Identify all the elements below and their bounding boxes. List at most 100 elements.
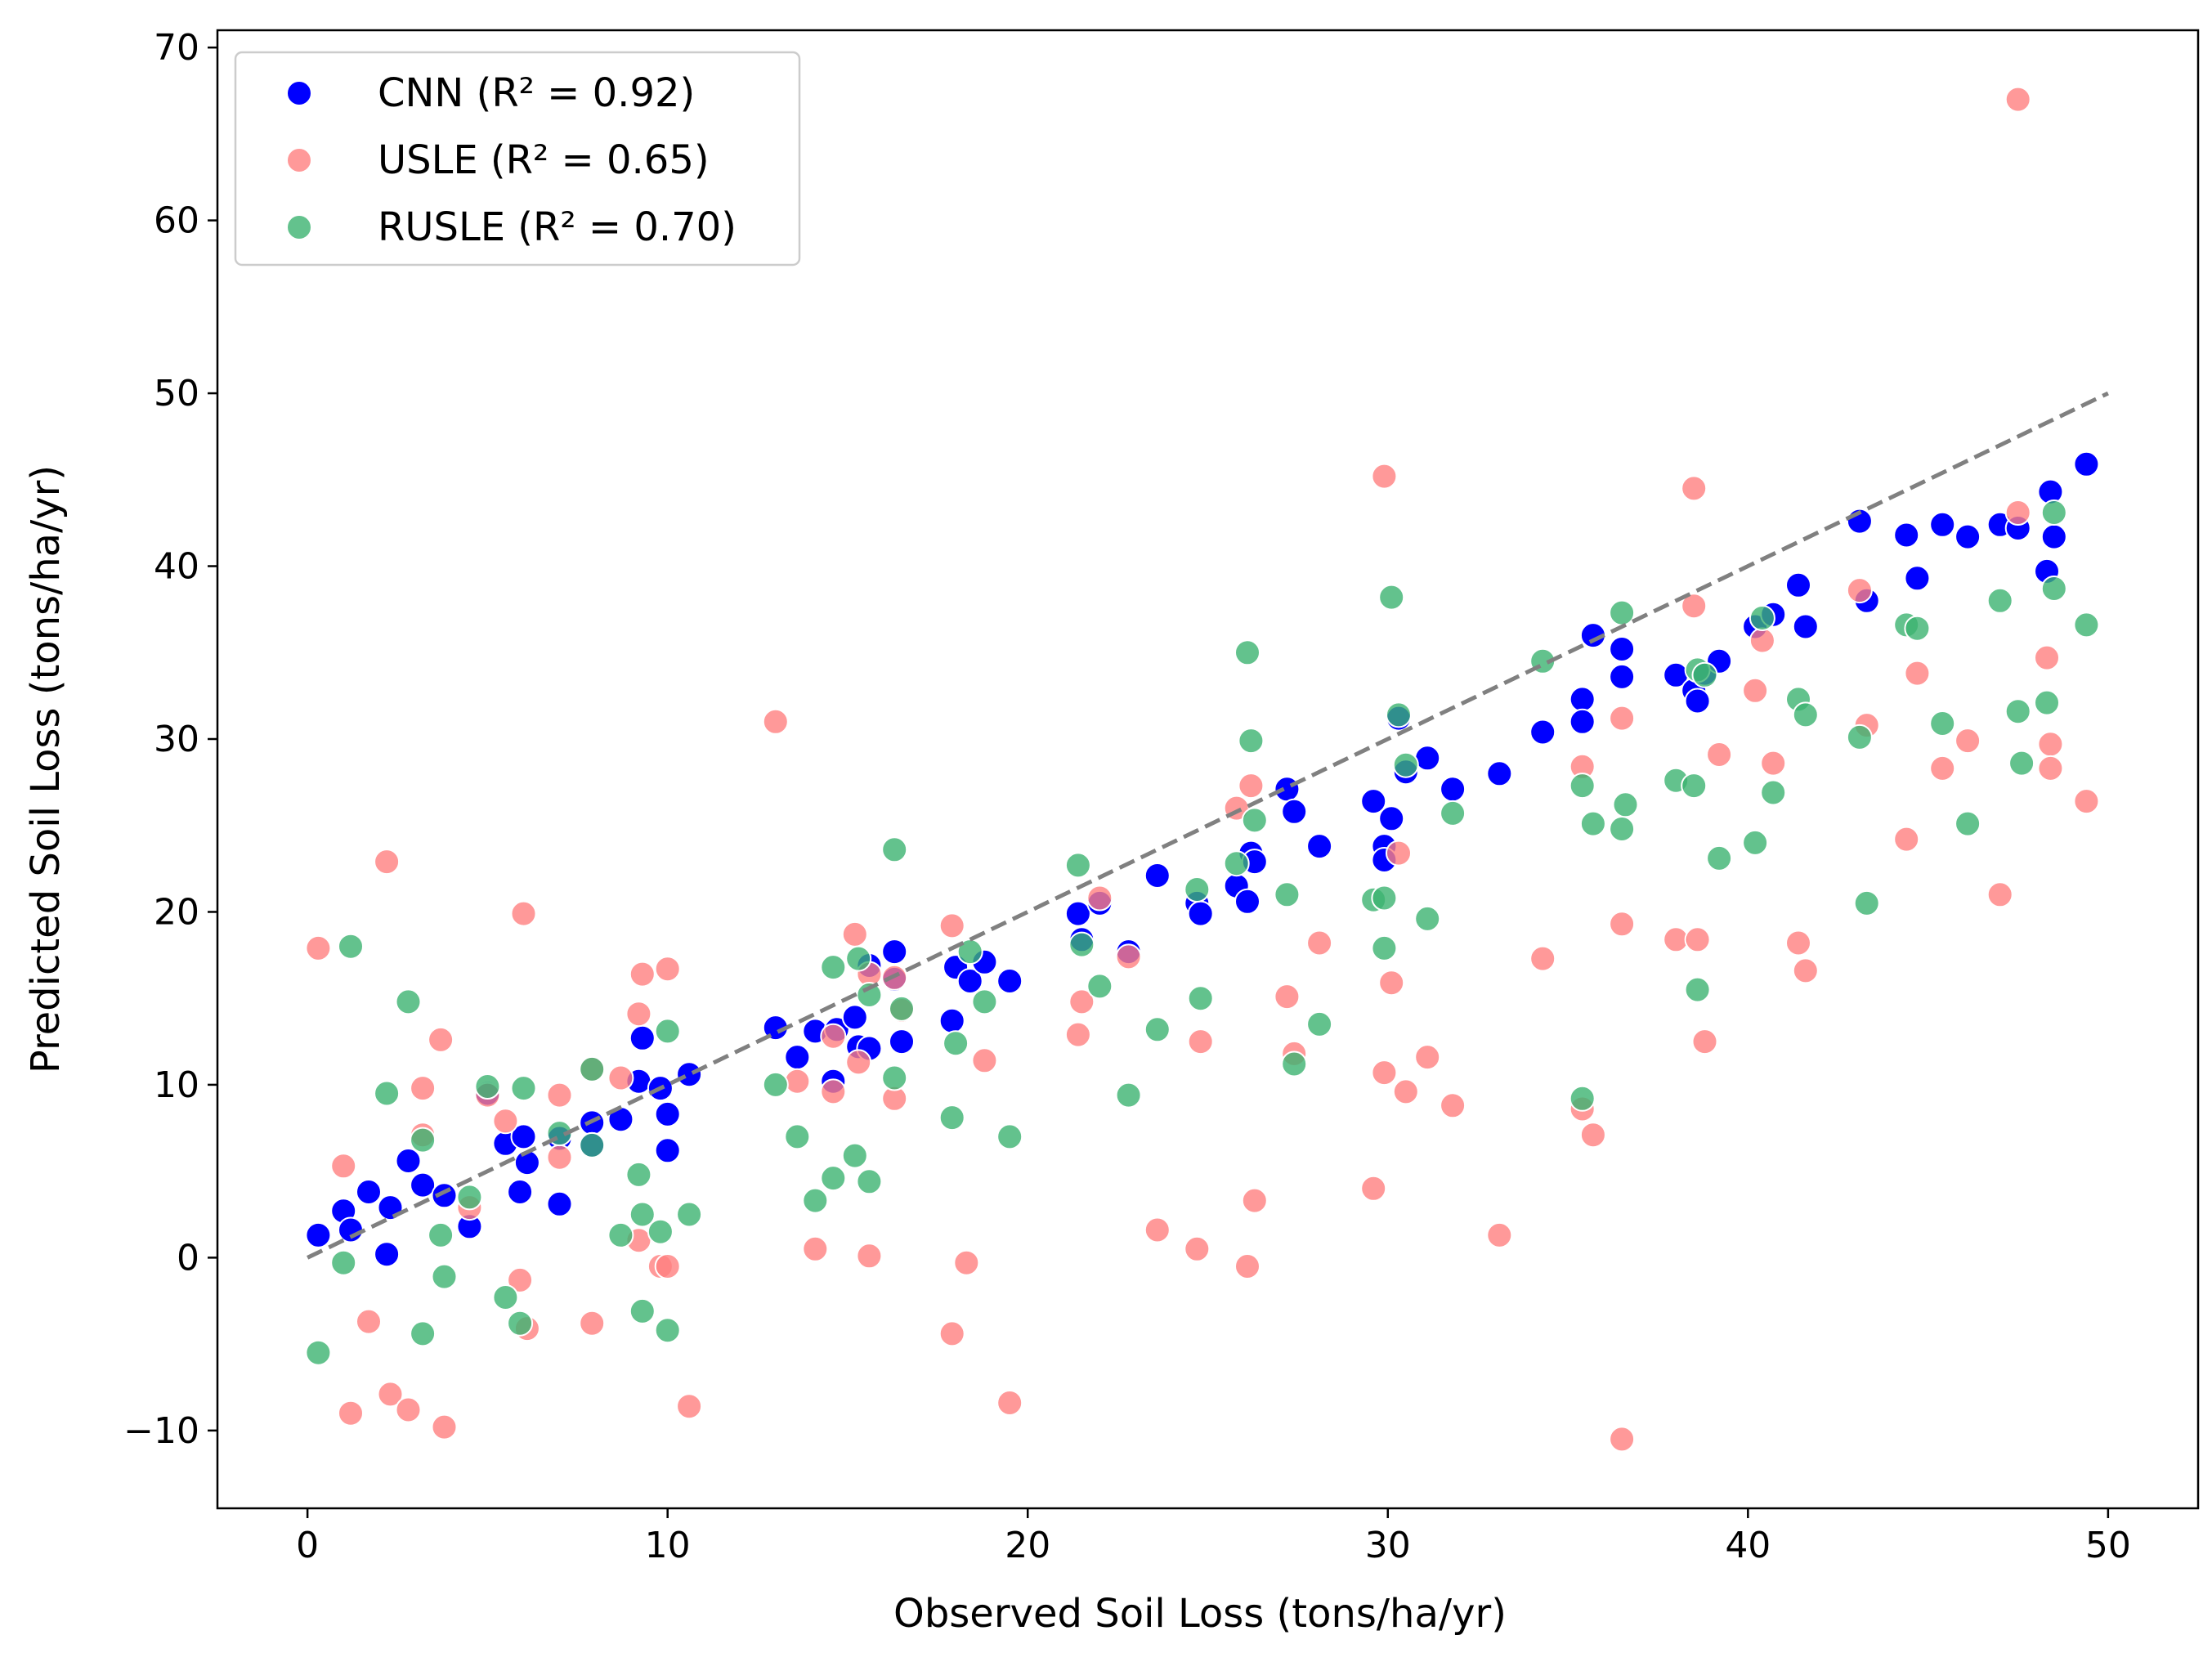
data-point [762,1071,789,1098]
data-point [1929,755,1956,782]
data-point [647,1218,674,1245]
data-point [1569,686,1596,713]
data-point [889,1028,915,1055]
data-point [629,1297,656,1324]
reference-line-layer [307,391,2109,1260]
data-point [654,1100,681,1127]
data-point [1414,1044,1441,1071]
data-point [2073,611,2100,638]
data-point [802,1235,829,1262]
data-point [676,1393,703,1420]
data-point [1706,741,1733,768]
data-point [654,1253,681,1279]
y-tick-label: 30 [154,719,199,760]
data-point [1986,587,2013,614]
data-point [971,1047,998,1074]
data-point [654,1137,681,1164]
data-point [856,1168,883,1195]
data-point [820,1165,847,1192]
data-point [1241,1187,1268,1214]
data-point [1281,1051,1308,1077]
data-point [2004,698,2031,725]
data-point [1306,1010,1333,1037]
data-point [1681,475,1708,502]
data-point [1609,599,1636,626]
data-point [377,1381,404,1408]
data-point [1115,1082,1142,1109]
data-point [784,1044,811,1071]
data-point [1223,850,1250,877]
data-point [938,1007,965,1034]
data-point [1893,522,1920,549]
legend: CNN (R² = 0.92) USLE (R² = 0.65) RUSLE (R²… [234,51,801,267]
data-point [841,1142,868,1169]
data-point [1706,844,1733,871]
data-point [1579,810,1606,837]
data-point [1414,745,1441,772]
data-point [1986,881,2013,908]
data-point [1378,805,1405,832]
data-point [456,1184,483,1211]
x-tick-label: 50 [2085,1525,2131,1566]
data-point [881,939,908,965]
data-point [1609,1426,1636,1453]
data-point [762,708,789,735]
data-point [938,912,965,939]
data-point [431,1413,458,1440]
data-point [2037,731,2064,758]
y-tick-label: 10 [154,1064,199,1106]
data-point [507,1179,534,1205]
data-point [428,1026,454,1053]
data-point [395,1148,422,1174]
data-point [1609,636,1636,662]
data-point [546,1144,573,1171]
data-point [2040,576,2067,602]
series-1 [305,86,2100,1453]
data-point [1609,705,1636,732]
series-2 [305,499,2100,1366]
data-point [1144,862,1171,889]
data-point [1281,798,1308,825]
data-point [996,1390,1023,1416]
data-point [1371,1059,1398,1086]
data-point [1386,840,1412,867]
y-tick-label: 40 [154,546,199,588]
data-point [1691,1028,1718,1055]
data-point [395,1396,422,1423]
data-point [881,1064,908,1091]
data-point [1904,565,1931,592]
data-point [654,1018,681,1045]
data-point [1785,930,1811,956]
legend-marker-1 [286,147,312,173]
x-tick-label: 40 [1725,1525,1771,1566]
data-point [1371,885,1398,912]
legend-box [234,51,801,267]
data-point [2040,499,2067,526]
data-point [410,1075,437,1102]
data-point [395,988,422,1015]
data-point [1187,985,1214,1012]
data-point [784,1068,811,1095]
data-point [546,1190,573,1217]
points-layer [305,86,2100,1453]
y-axis-label: Predicted Soil Loss (tons/ha/yr) [23,465,69,1073]
data-point [856,1243,883,1270]
data-point [431,1263,458,1290]
data-point [1064,900,1091,927]
data-point [330,1153,357,1180]
data-point [1579,622,1606,649]
data-point [1681,773,1708,800]
data-point [1378,584,1405,611]
identity-reference-line [307,391,2109,1260]
data-point [676,1061,703,1088]
data-point [1529,719,1556,746]
data-point [507,1266,534,1293]
data-point [1846,577,1873,604]
data-point [1238,773,1265,800]
data-point [2004,499,2031,526]
data-point [1306,930,1333,956]
data-point [510,1075,537,1102]
data-point [1742,829,1769,856]
